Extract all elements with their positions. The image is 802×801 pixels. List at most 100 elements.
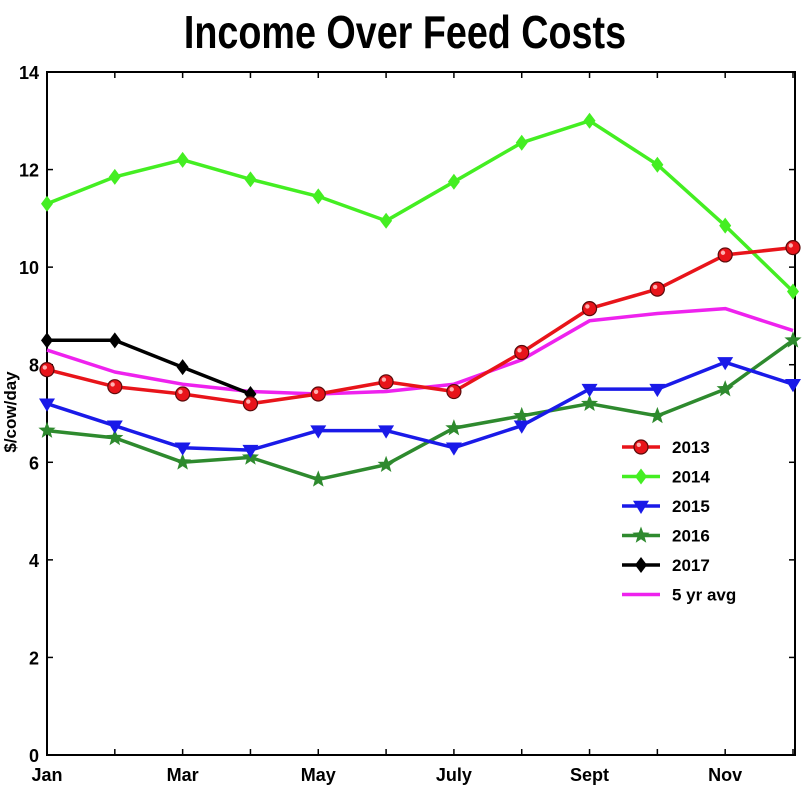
data-point-2013-shine bbox=[110, 382, 115, 387]
data-point-2016 bbox=[784, 331, 802, 348]
data-point-2014 bbox=[719, 217, 732, 234]
data-point-2017 bbox=[41, 332, 53, 349]
x-tick-label: Nov bbox=[708, 765, 742, 785]
data-point-2016 bbox=[377, 455, 395, 472]
data-point-2017 bbox=[176, 359, 189, 376]
legend-entry-2013: 2013 bbox=[622, 438, 710, 457]
data-point-2013-shine bbox=[381, 377, 387, 382]
data-point-2013-shine bbox=[788, 243, 793, 248]
series-line-2017 bbox=[47, 338, 252, 396]
y-tick-label: 4 bbox=[29, 551, 39, 571]
data-point-2013-shine bbox=[449, 387, 454, 392]
legend-marker-2014 bbox=[635, 468, 647, 485]
data-point-2015 bbox=[649, 383, 666, 398]
legend-marker-2016 bbox=[632, 526, 650, 543]
legend-entry-2016: 2016 bbox=[622, 526, 710, 546]
data-point-2013 bbox=[310, 386, 326, 402]
data-point-2016 bbox=[445, 419, 463, 436]
data-point-2015 bbox=[174, 442, 191, 456]
y-axis-label: $/cow/day bbox=[1, 371, 20, 453]
data-point-2013 bbox=[649, 281, 665, 297]
y-tick-label: 12 bbox=[19, 161, 39, 181]
series-2015 bbox=[39, 357, 801, 459]
data-point-2014 bbox=[312, 188, 325, 205]
data-point-2015 bbox=[242, 444, 259, 459]
data-point-2013 bbox=[175, 386, 191, 402]
data-point-2014 bbox=[447, 173, 460, 190]
series-2014 bbox=[41, 112, 799, 300]
y-tick-label: 6 bbox=[29, 453, 39, 473]
data-point-2014 bbox=[41, 195, 53, 212]
data-point-2013 bbox=[107, 379, 123, 395]
data-point-2014 bbox=[787, 283, 799, 300]
series-2017 bbox=[41, 332, 257, 402]
data-point-2016 bbox=[581, 394, 599, 411]
data-point-2017 bbox=[108, 332, 121, 349]
data-point-2013-shine bbox=[652, 284, 658, 290]
x-tick-label: Jan bbox=[31, 765, 62, 785]
data-point-2015 bbox=[717, 357, 734, 371]
axes-layer: 0 2 4 6 8 10 12 14 Jan Mar May July Sept Nov bbox=[19, 63, 795, 785]
data-point-2013-shine bbox=[246, 399, 251, 404]
series-line-2013 bbox=[46, 245, 794, 406]
data-point-2013 bbox=[514, 344, 530, 361]
legend-entry-2017: 2017 bbox=[622, 556, 710, 575]
legend-marker-2017 bbox=[635, 557, 647, 573]
x-tick-label: Mar bbox=[167, 765, 199, 785]
legend-entry-5-yr-avg: 5 yr avg bbox=[622, 586, 736, 605]
series-line-2016 bbox=[46, 338, 795, 482]
data-point-2014 bbox=[515, 134, 528, 151]
data-point-2013 bbox=[378, 374, 394, 390]
data-point-2015 bbox=[310, 425, 327, 439]
data-point-2013-shine bbox=[720, 250, 726, 255]
y-tick-label: 2 bbox=[29, 648, 39, 668]
x-tick-label: July bbox=[436, 765, 472, 785]
legend-label-2014: 2014 bbox=[672, 468, 710, 487]
data-point-2014 bbox=[108, 168, 121, 185]
series-layer bbox=[38, 112, 802, 487]
data-point-2015 bbox=[378, 425, 395, 439]
legend-marker-2015 bbox=[633, 500, 649, 514]
data-point-2014 bbox=[651, 156, 664, 173]
series-line-2015 bbox=[46, 360, 794, 452]
y-tick-label: 8 bbox=[29, 356, 39, 376]
data-point-2016 bbox=[106, 428, 124, 446]
data-point-2016 bbox=[648, 406, 666, 424]
data-point-2016 bbox=[309, 470, 327, 487]
data-point-2015 bbox=[513, 420, 530, 434]
y-tick-label: 14 bbox=[19, 63, 39, 83]
data-point-2013-shine bbox=[517, 348, 522, 353]
data-point-2015 bbox=[581, 383, 598, 398]
series-line-2014 bbox=[46, 119, 795, 293]
data-point-2013-shine bbox=[313, 389, 319, 394]
data-point-2015 bbox=[39, 398, 55, 412]
data-point-2014 bbox=[176, 151, 189, 168]
data-point-2014 bbox=[244, 171, 257, 188]
series-2013 bbox=[39, 240, 801, 412]
legend-entry-2014: 2014 bbox=[622, 468, 710, 487]
chart-title: Income Over Feed Costs bbox=[184, 6, 626, 57]
legend-label-5-yr-avg: 5 yr avg bbox=[672, 586, 736, 605]
data-point-2015 bbox=[106, 420, 123, 434]
data-point-2015 bbox=[785, 379, 801, 393]
data-point-2013 bbox=[717, 247, 733, 263]
data-point-2016 bbox=[174, 453, 192, 470]
x-tick-label: May bbox=[301, 765, 336, 785]
legend-label-2013: 2013 bbox=[672, 438, 710, 457]
legend-marker-2013-shine bbox=[636, 442, 641, 447]
legend-label-2016: 2016 bbox=[672, 527, 710, 546]
data-point-2013-shine bbox=[178, 389, 183, 394]
data-point-2013 bbox=[581, 301, 598, 317]
legend-marker-2013 bbox=[633, 439, 649, 455]
data-point-2013 bbox=[785, 240, 801, 256]
plot-area-frame bbox=[46, 71, 796, 756]
data-point-2013-shine bbox=[585, 304, 590, 309]
y-tick-label: 10 bbox=[19, 258, 39, 278]
legend-entry-2015: 2015 bbox=[622, 497, 710, 516]
legend-label-2017: 2017 bbox=[672, 556, 710, 575]
data-point-2016 bbox=[513, 406, 531, 424]
data-point-2013 bbox=[39, 361, 55, 378]
data-point-2013 bbox=[446, 383, 462, 400]
data-point-2015 bbox=[445, 442, 462, 456]
